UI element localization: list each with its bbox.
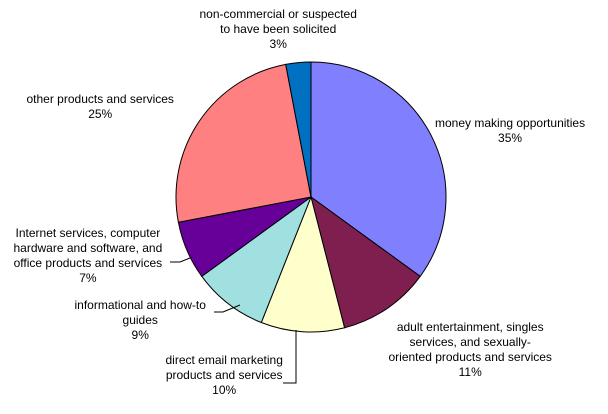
slice-label-text: money making opportunities [435, 116, 586, 130]
slice-label: non-commercial or suspected to have been … [200, 7, 357, 52]
pie-slices [175, 61, 447, 333]
slice-label-text: non-commercial or suspected [199, 7, 357, 21]
leader-line [170, 257, 191, 263]
slice-label-text: products and services [165, 368, 283, 382]
slice-label: adult entertainment, singles services, an… [389, 320, 552, 380]
slice-label: other products and services 25% [27, 92, 174, 122]
leader-line [214, 304, 241, 313]
slice-percent: 35% [498, 131, 523, 145]
leader-line [283, 330, 297, 384]
slice-label: direct email marketing products and servi… [166, 353, 283, 398]
slice-label-text: informational and how-to [74, 298, 206, 312]
pie-slice [310, 195, 421, 329]
slice-label-text: guides [122, 313, 158, 327]
slice-label-text: oriented products and services [388, 350, 552, 364]
slice-percent: 9% [131, 328, 149, 342]
pie-slice [175, 63, 312, 223]
leader-lines [170, 257, 297, 384]
slice-percent: 7% [79, 271, 97, 285]
slice-label-text: to have been solicited [220, 22, 337, 36]
slice-label-text: direct email marketing [165, 353, 283, 367]
pie-slice [260, 195, 346, 333]
slice-label-text: Internet services, computer [15, 226, 161, 240]
pie-slice [285, 61, 312, 198]
pie-slice [310, 61, 447, 278]
slice-label: Internet services, computer hardware and … [14, 226, 163, 286]
slice-label-text: office products and services [13, 256, 163, 270]
slice-label-text: other products and services [26, 92, 174, 106]
slice-percent: 10% [212, 383, 237, 397]
slice-label-text: adult entertainment, singles [396, 320, 544, 334]
slice-label-text: services, and sexually- [409, 335, 531, 349]
slice-percent: 25% [88, 107, 113, 121]
slice-percent: 11% [458, 365, 482, 379]
slice-label-text: hardware and software, and [13, 241, 163, 255]
slice-label: money making opportunities 35% [435, 116, 585, 146]
slice-label: informational and how-to guides 9% [75, 298, 206, 343]
slice-percent: 3% [269, 37, 287, 51]
